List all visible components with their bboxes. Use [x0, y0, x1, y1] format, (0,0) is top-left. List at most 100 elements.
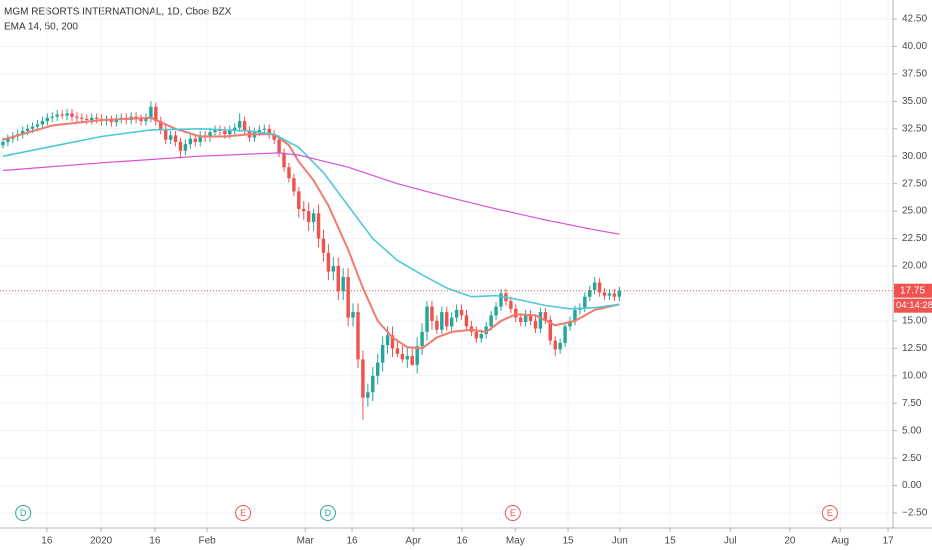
candle-body [65, 113, 69, 116]
candle-body [607, 293, 612, 296]
candle-body [20, 130, 25, 135]
x-tick-label: 2020 [90, 536, 113, 547]
candle-body [528, 314, 533, 321]
candle-body [533, 320, 538, 329]
x-tick-label: 16 [347, 536, 359, 547]
event-label: E [510, 508, 516, 518]
y-tick-label: 0.00 [902, 480, 922, 491]
event-marker [319, 505, 336, 521]
candle-body [173, 135, 178, 142]
candle-body [602, 292, 607, 296]
candle-body [154, 106, 158, 122]
y-tick-label: 15.00 [902, 316, 927, 327]
candle-body [351, 312, 355, 318]
candle-body [45, 117, 50, 122]
y-tick-label: 42.50 [902, 14, 927, 25]
event-marker [15, 505, 32, 521]
y-tick-label: 25.00 [902, 206, 927, 217]
countdown-box [894, 298, 932, 313]
candle-body [25, 128, 30, 131]
candle-body [1, 141, 5, 146]
y-tick-label: 2.50 [902, 453, 922, 464]
candle-body [94, 117, 99, 119]
candle-body [306, 211, 311, 223]
x-tick-label: 15 [665, 536, 677, 547]
candle-body [346, 276, 350, 318]
candle-body [208, 132, 212, 138]
x-tick-label: Apr [405, 536, 421, 547]
x-tick-label: Mar [297, 536, 315, 547]
y-tick-label: 7.50 [902, 398, 922, 409]
candle-body [509, 301, 513, 309]
y-tick-label: 37.50 [902, 69, 927, 80]
candle-body [356, 312, 360, 360]
candle-body [35, 124, 40, 127]
candle-body [341, 276, 345, 292]
candle-body [573, 309, 577, 321]
candle-body [80, 117, 84, 119]
last-price-box [894, 283, 932, 298]
candle-body [40, 121, 45, 125]
candle-body [242, 121, 247, 131]
candle-body [302, 208, 306, 212]
x-tick-label: 16 [41, 536, 53, 547]
candle-body [583, 296, 587, 308]
y-tick-label: 27.50 [902, 178, 927, 189]
event-marker [504, 505, 521, 521]
event-label: E [827, 508, 833, 518]
candle-body [479, 334, 483, 339]
candle-body [272, 134, 276, 140]
candle-body [114, 118, 119, 123]
event-marker [235, 505, 252, 521]
event-marker [821, 505, 838, 521]
candle-body [50, 116, 54, 118]
candle-body [445, 312, 449, 327]
candle-body [277, 139, 281, 153]
y-tick-label: 32.50 [902, 123, 927, 134]
candle-body [435, 320, 439, 330]
candle-body [484, 326, 488, 335]
y-tick-label: 12.50 [902, 343, 927, 354]
candle-body [568, 320, 572, 327]
candle-body [375, 362, 380, 376]
candle-body [55, 114, 59, 117]
x-tick-label: Feb [198, 536, 216, 547]
event-label: E [240, 508, 246, 518]
candle-body [311, 213, 316, 223]
x-tick-label: Aug [831, 536, 849, 547]
x-tick-label: 20 [784, 536, 796, 547]
candle-body [390, 335, 395, 349]
candle-body [440, 312, 444, 330]
candle-body [193, 138, 197, 142]
candle-body [592, 282, 597, 291]
candle-body [297, 191, 301, 209]
candle-body [316, 213, 321, 239]
candle-body [292, 178, 296, 192]
candle-body [267, 128, 271, 135]
x-tick-label: 16 [456, 536, 468, 547]
candle-body [371, 375, 375, 393]
candle-body [514, 308, 518, 318]
ema-line [2, 152, 620, 235]
candle-body [326, 252, 331, 272]
chart-title: MGM RESORTS INTERNATIONAL, 1D, Cboe BZX [4, 7, 232, 18]
candle-body [415, 346, 419, 365]
candle-body [30, 126, 35, 129]
candle-body [617, 290, 622, 297]
candle-body [464, 315, 469, 327]
candle-body [410, 356, 414, 365]
y-tick-label: −2.50 [902, 508, 928, 519]
candle-body [223, 130, 227, 135]
event-label: D [325, 508, 332, 518]
y-tick-label: 20.00 [902, 261, 927, 272]
candle-body [198, 135, 202, 142]
candle-body [523, 314, 528, 322]
layer [0, 0, 893, 528]
candle-body [543, 312, 548, 320]
candle-body [563, 326, 567, 343]
candle-body [553, 340, 557, 350]
x-tick-label: May [506, 536, 525, 547]
